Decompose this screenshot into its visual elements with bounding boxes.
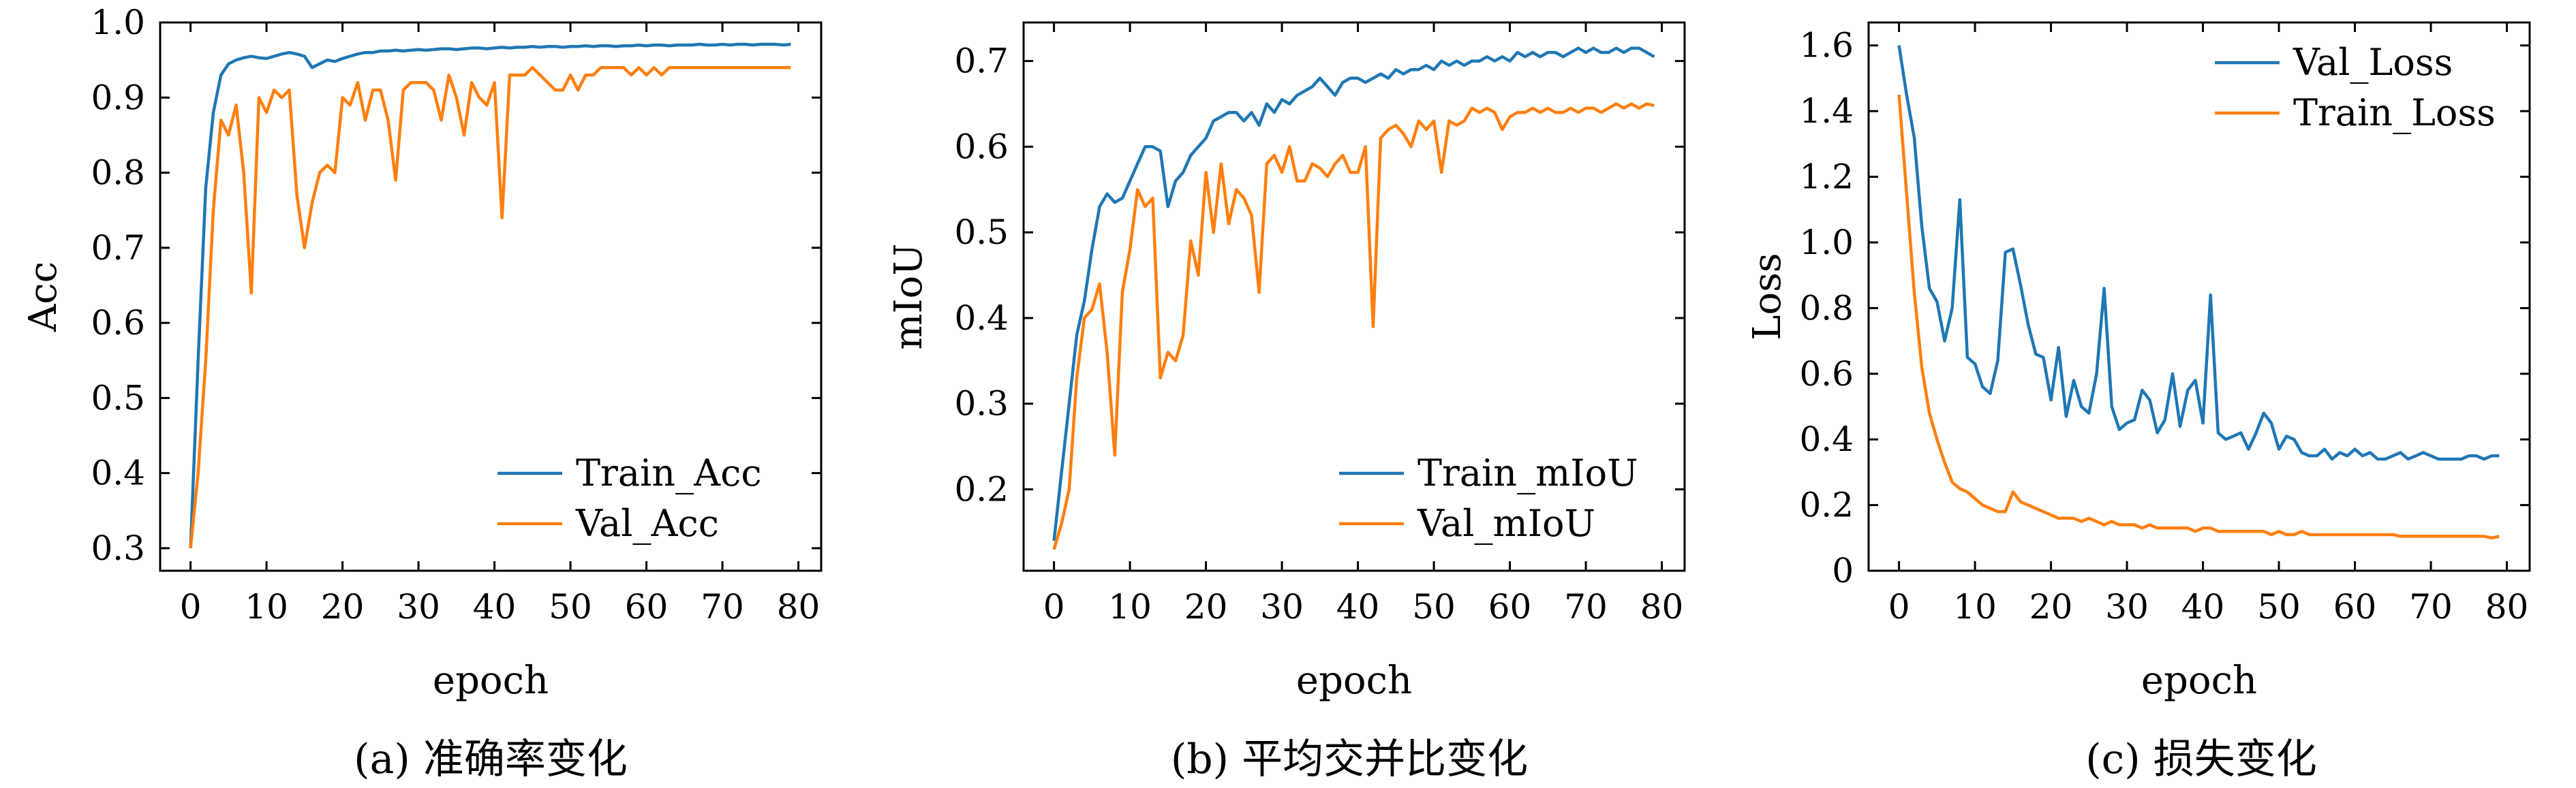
y-tick-label: 0.4 (91, 454, 145, 493)
y-tick-label: 0.8 (1799, 288, 1854, 328)
y-tick-label: 0.4 (954, 298, 1009, 338)
panel-caption: (a) 准确率变化 (354, 736, 628, 783)
y-tick-label: 0.6 (1799, 354, 1854, 394)
y-tick-label: 1.0 (91, 3, 145, 42)
y-axis-label: Acc (21, 262, 65, 332)
series-line-train-loss (1897, 94, 2500, 540)
y-tick-label: 0.3 (91, 529, 145, 568)
y-tick-label: 0.5 (954, 212, 1009, 252)
y-tick-label: 0.6 (954, 127, 1009, 166)
x-tick-label: 20 (321, 587, 365, 627)
y-tick-label: 0.9 (91, 78, 145, 117)
x-tick-label: 30 (2105, 587, 2149, 627)
series-line-val-miou (1052, 102, 1655, 550)
panel-caption: (b) 平均交并比变化 (1171, 736, 1528, 783)
chart-panel-2: 0 10 20 30 40 50 60 70 80 0.2 0.3 0.4 0.5 0.6 0.7 epoch… (887, 21, 1686, 783)
x-tick-label: 40 (1336, 587, 1380, 627)
x-tick-label: 70 (2409, 587, 2453, 627)
x-tick-label: 20 (1184, 587, 1228, 627)
series-line-val-acc (189, 65, 791, 549)
chart-panel-3: 0 10 20 30 40 50 60 70 80 0 0.2 0.4 0.6 0.8 1.0 1.2 1.4 1… (1745, 21, 2531, 783)
panel-caption: (c) 损失变化 (2085, 736, 2317, 783)
y-tick-label: 0.2 (954, 470, 1009, 509)
x-tick-label: 30 (397, 587, 440, 627)
y-axis-label: mIoU (887, 243, 931, 349)
x-tick-label: 80 (2485, 587, 2529, 627)
x-axis-label: epoch (433, 659, 549, 703)
legend-label: Val_Acc (575, 502, 719, 545)
plot-area-frame (1022, 21, 1686, 572)
legend-label: Val_mIoU (1417, 502, 1595, 545)
plot-area-frame (159, 21, 823, 572)
y-tick-label: 1.4 (1799, 91, 1854, 131)
x-tick-label: 80 (1640, 587, 1684, 627)
x-tick-label: 80 (777, 587, 821, 627)
legend-label: Val_Loss (2293, 41, 2453, 84)
x-tick-label: 40 (2181, 587, 2225, 627)
x-tick-label: 0 (1888, 587, 1910, 627)
x-tick-label: 50 (1412, 587, 1456, 627)
x-axis-label: epoch (1296, 659, 1412, 703)
y-tick-label: 1.0 (1799, 223, 1854, 262)
legend: Train_mIoU Val_mIoU (1339, 452, 1638, 545)
y-tick-label: 0.7 (954, 42, 1009, 81)
x-tick-label: 0 (180, 587, 202, 627)
legend-label: Train_Acc (576, 452, 762, 494)
x-tick-label: 0 (1043, 587, 1065, 627)
x-tick-label: 20 (2029, 587, 2073, 627)
y-axis-label: Loss (1745, 253, 1790, 340)
x-tick-label: 50 (549, 587, 592, 627)
series-line-train-miou (1052, 46, 1655, 541)
chart-panel-1: 0 10 20 30 40 50 60 70 80 0.3 0.4 0.5 0.6 0.7 0.8 0.9 1.… (21, 3, 823, 783)
legend: Train_Acc Val_Acc (497, 452, 762, 545)
y-tick-label: 0.5 (91, 378, 145, 417)
x-tick-label: 70 (701, 587, 744, 627)
legend: Val_Loss Train_Loss (2215, 41, 2496, 134)
y-tick-label: 0.8 (91, 153, 145, 193)
legend-label: Train_mIoU (1417, 452, 1638, 494)
x-tick-label: 30 (1260, 587, 1304, 627)
y-tick-label: 0 (1832, 551, 1854, 590)
x-axis-label: epoch (2141, 659, 2257, 703)
x-tick-label: 10 (1108, 587, 1152, 627)
x-tick-label: 10 (1953, 587, 1997, 627)
x-tick-label: 60 (625, 587, 669, 627)
x-tick-label: 60 (2333, 587, 2377, 627)
x-tick-label: 60 (1488, 587, 1532, 627)
y-tick-label: 0.4 (1799, 420, 1854, 459)
y-tick-label: 0.7 (91, 228, 145, 268)
y-tick-label: 0.6 (91, 303, 145, 343)
y-tick-label: 1.6 (1799, 26, 1854, 65)
x-tick-label: 40 (473, 587, 517, 627)
legend-label: Train_Loss (2293, 91, 2496, 134)
series-line-train-acc (189, 42, 791, 548)
y-tick-label: 1.2 (1799, 157, 1854, 197)
x-tick-label: 50 (2257, 587, 2301, 627)
x-tick-label: 70 (1564, 587, 1608, 627)
plot-area-frame (1867, 21, 2531, 572)
series-line-val-loss (1897, 45, 2500, 461)
y-tick-label: 0.3 (954, 384, 1009, 424)
x-tick-label: 10 (245, 587, 288, 627)
y-tick-label: 0.2 (1799, 486, 1854, 525)
